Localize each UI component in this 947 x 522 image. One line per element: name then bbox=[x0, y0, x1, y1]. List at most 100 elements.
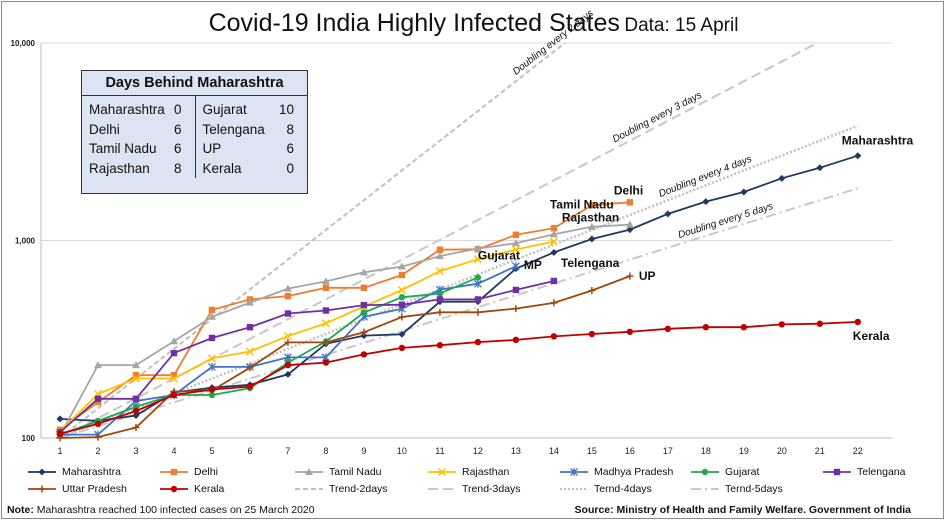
data-point-gujarat bbox=[398, 294, 406, 301]
data-point-telengana bbox=[170, 349, 178, 357]
days-behind-row: Tamil Nadu 6 bbox=[89, 139, 195, 159]
data-point-maharashtra bbox=[398, 330, 406, 338]
data-point-uttar-pradesh bbox=[360, 328, 368, 336]
data-point-telengana bbox=[284, 310, 292, 317]
data-point-tamil-nadu bbox=[245, 298, 254, 306]
data-point-tamil-nadu bbox=[283, 284, 292, 292]
data-point-delhi bbox=[360, 284, 368, 292]
data-point-tamil-nadu bbox=[93, 361, 102, 369]
data-point-telengana bbox=[436, 296, 444, 303]
data-point-delhi bbox=[322, 284, 330, 292]
series-kerala bbox=[56, 318, 862, 438]
days-behind-title: Days Behind Maharashtra bbox=[82, 71, 307, 96]
data-point-kerala bbox=[512, 336, 520, 344]
x-tick-label: 2 bbox=[95, 446, 100, 456]
days-behind-state: Gujarat bbox=[202, 102, 247, 117]
data-point-kerala bbox=[778, 321, 786, 328]
x-tick-label: 12 bbox=[473, 446, 483, 456]
data-point-telengana bbox=[94, 395, 102, 402]
data-point-delhi bbox=[208, 306, 216, 314]
data-point-tamil-nadu bbox=[625, 220, 634, 228]
x-tick-label: 3 bbox=[133, 446, 138, 456]
series-label-tamil-nadu: Tamil Nadu bbox=[550, 198, 614, 212]
data-point-madhya-pradesh bbox=[208, 362, 216, 371]
x-tick-label: 13 bbox=[511, 446, 521, 456]
data-point-maharashtra bbox=[588, 235, 596, 243]
x-tick-label: 11 bbox=[435, 446, 444, 456]
days-behind-row: Kerala 0 bbox=[203, 159, 308, 179]
data-point-kerala bbox=[284, 361, 292, 369]
data-point-tamil-nadu bbox=[435, 252, 444, 260]
data-point-tamil-nadu bbox=[397, 262, 406, 270]
series-rajasthan bbox=[55, 237, 558, 436]
chart-title-block: Covid-19 India Highly Infected States Da… bbox=[0, 9, 947, 38]
data-point-delhi bbox=[588, 201, 596, 209]
days-behind-row: UP 6 bbox=[203, 139, 308, 159]
data-point-telengana bbox=[246, 323, 254, 331]
days-behind-state: Kerala bbox=[202, 160, 242, 176]
note-text: Maharashtra reached 100 infected cases o… bbox=[33, 504, 315, 516]
legend-label: Trend-2days bbox=[329, 483, 388, 495]
data-point-kerala bbox=[246, 383, 254, 390]
data-point-rajasthan bbox=[473, 255, 482, 264]
data-point-delhi bbox=[626, 199, 634, 206]
data-point-kerala bbox=[588, 330, 596, 338]
data-point-uttar-pradesh bbox=[322, 338, 330, 346]
series-line-telengana bbox=[59, 280, 555, 433]
data-point-tamil-nadu bbox=[207, 312, 216, 320]
data-point-kerala bbox=[816, 320, 824, 327]
series-delhi bbox=[56, 199, 634, 434]
data-point-rajasthan bbox=[321, 319, 330, 328]
data-point-maharashtra bbox=[132, 411, 140, 419]
data-point-kerala bbox=[94, 420, 102, 428]
data-point-rajasthan bbox=[435, 267, 444, 276]
data-point-maharashtra bbox=[550, 248, 558, 256]
x-tick-label: 7 bbox=[285, 446, 290, 456]
data-point-rajasthan bbox=[169, 374, 178, 383]
legend-label: Ternd-5days bbox=[725, 483, 783, 495]
data-point-maharashtra bbox=[702, 198, 710, 206]
y-tick-label: 1,000 bbox=[15, 237, 36, 246]
legend-label: Tamil Nadu bbox=[329, 466, 382, 478]
legend-label: Telengana bbox=[857, 466, 906, 478]
x-tick-label: 21 bbox=[815, 446, 825, 456]
data-point-delhi bbox=[284, 292, 292, 300]
legend-label: Ternd-4days bbox=[594, 483, 652, 495]
data-point-uttar-pradesh bbox=[626, 272, 634, 280]
y-tick-label: 100 bbox=[22, 434, 36, 443]
days-behind-state: Telengana bbox=[202, 121, 265, 137]
legend-label: Delhi bbox=[194, 466, 218, 478]
data-point-telengana bbox=[474, 296, 482, 303]
data-point-rajasthan bbox=[397, 286, 406, 295]
data-point-maharashtra bbox=[664, 210, 672, 218]
days-behind-value: 0 bbox=[173, 102, 182, 117]
data-point-delhi bbox=[512, 231, 520, 238]
data-point-uttar-pradesh bbox=[246, 364, 254, 372]
data-point-delhi bbox=[170, 371, 178, 379]
data-point-telengana bbox=[322, 307, 330, 314]
data-point-tamil-nadu bbox=[131, 361, 140, 369]
series-line-maharashtra bbox=[59, 154, 859, 422]
days-behind-value: 8 bbox=[286, 121, 294, 137]
days-behind-value: 10 bbox=[278, 102, 294, 117]
legend-marker bbox=[437, 467, 447, 477]
data-point-maharashtra bbox=[778, 174, 786, 182]
data-point-rajasthan bbox=[245, 347, 254, 356]
legend-label: Rajasthan bbox=[462, 466, 510, 478]
note-prefix: Note: bbox=[7, 504, 34, 516]
x-tick-label: 4 bbox=[171, 446, 176, 456]
series-line-uttar-pradesh bbox=[59, 275, 631, 439]
data-point-uttar-pradesh bbox=[94, 433, 102, 441]
data-point-kerala bbox=[56, 430, 64, 438]
data-point-kerala bbox=[664, 325, 672, 333]
days-behind-row: Gujarat 10 bbox=[203, 100, 308, 120]
series-tamil-nadu bbox=[55, 220, 634, 439]
data-point-tamil-nadu bbox=[587, 222, 596, 230]
data-point-kerala bbox=[626, 328, 634, 335]
data-point-kerala bbox=[360, 351, 368, 358]
trend-line-2days bbox=[59, 43, 566, 438]
data-point-kerala bbox=[132, 407, 140, 415]
days-behind-state: UP bbox=[202, 141, 222, 156]
data-point-uttar-pradesh bbox=[512, 305, 520, 313]
